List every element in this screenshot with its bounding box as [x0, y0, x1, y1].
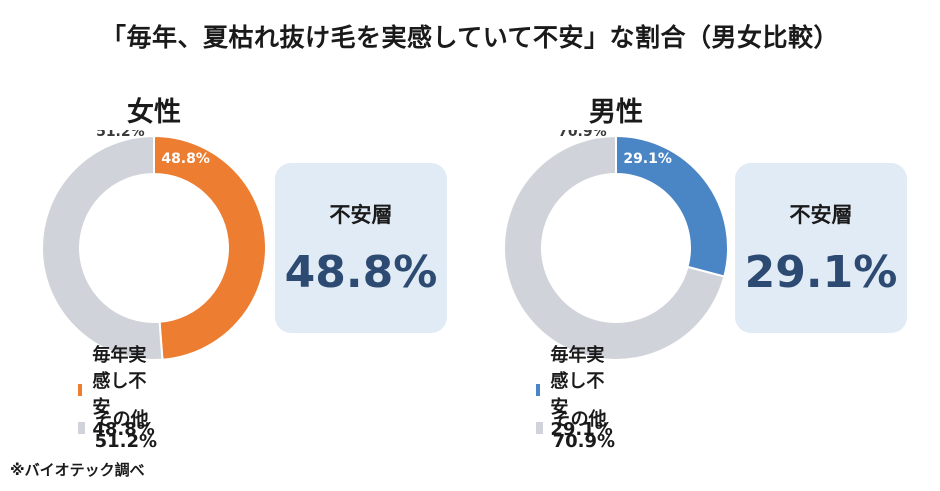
donut-chart-male: 29.1% 70.9%	[504, 130, 728, 361]
slice-label: 29.1%	[623, 151, 672, 167]
slice-label: 70.9%	[558, 130, 607, 140]
legend-item: 毎年実感し不安 29.1%	[536, 345, 620, 440]
slice-label: 48.8%	[161, 151, 210, 167]
donut-slice	[153, 134, 266, 361]
callout-box-female: 不安層 48.8%	[275, 163, 447, 333]
donut-slice	[42, 134, 164, 361]
callout-label: 不安層	[329, 203, 393, 227]
legend-swatch	[78, 422, 85, 434]
gender-label-female: 女性	[127, 97, 181, 128]
legend-label: 毎年実感し不安 48.8%	[92, 344, 155, 440]
source-note: ※バイオテック調べ	[10, 461, 145, 479]
chart-title: 「毎年、夏枯れ抜け毛を実感していて不安」な割合（男女比較）	[100, 23, 839, 52]
legend-item: その他 51.2%	[78, 409, 162, 452]
slice-label: 51.2%	[96, 130, 145, 140]
legend-female: 毎年実感し不安 48.8% その他 51.2%	[78, 345, 162, 454]
legend-swatch	[78, 384, 83, 396]
donut-slice	[615, 134, 728, 278]
legend-label: 毎年実感し不安 29.1%	[550, 344, 613, 440]
legend-label: その他 51.2%	[94, 408, 158, 452]
legend-male: 毎年実感し不安 29.1% その他 70.9%	[536, 345, 620, 454]
callout-value: 48.8%	[284, 247, 438, 298]
legend-swatch	[536, 422, 543, 434]
legend-item: その他 70.9%	[536, 409, 620, 452]
donut-slice	[504, 134, 726, 361]
legend-item: 毎年実感し不安 48.8%	[78, 345, 162, 440]
donut-chart-female: 48.8% 51.2%	[42, 130, 266, 361]
callout-value: 29.1%	[744, 247, 898, 298]
gender-label-male: 男性	[589, 97, 643, 128]
callout-label: 不安層	[789, 203, 853, 227]
legend-swatch	[536, 384, 541, 396]
legend-label: その他 70.9%	[552, 408, 616, 452]
callout-box-male: 不安層 29.1%	[735, 163, 907, 333]
